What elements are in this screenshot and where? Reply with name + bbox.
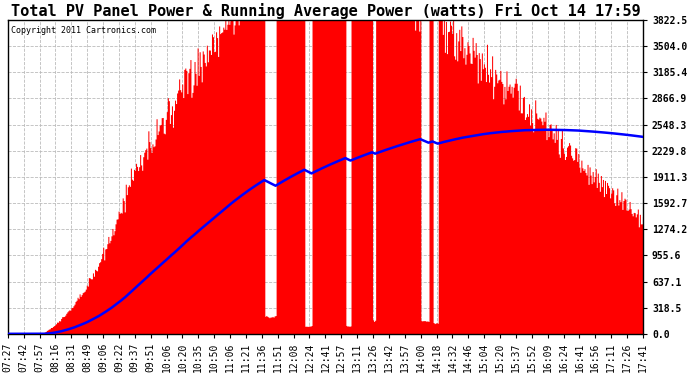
Text: Copyright 2011 Cartronics.com: Copyright 2011 Cartronics.com xyxy=(11,26,156,35)
Title: Total PV Panel Power & Running Average Power (watts) Fri Oct 14 17:59: Total PV Panel Power & Running Average P… xyxy=(10,3,640,19)
